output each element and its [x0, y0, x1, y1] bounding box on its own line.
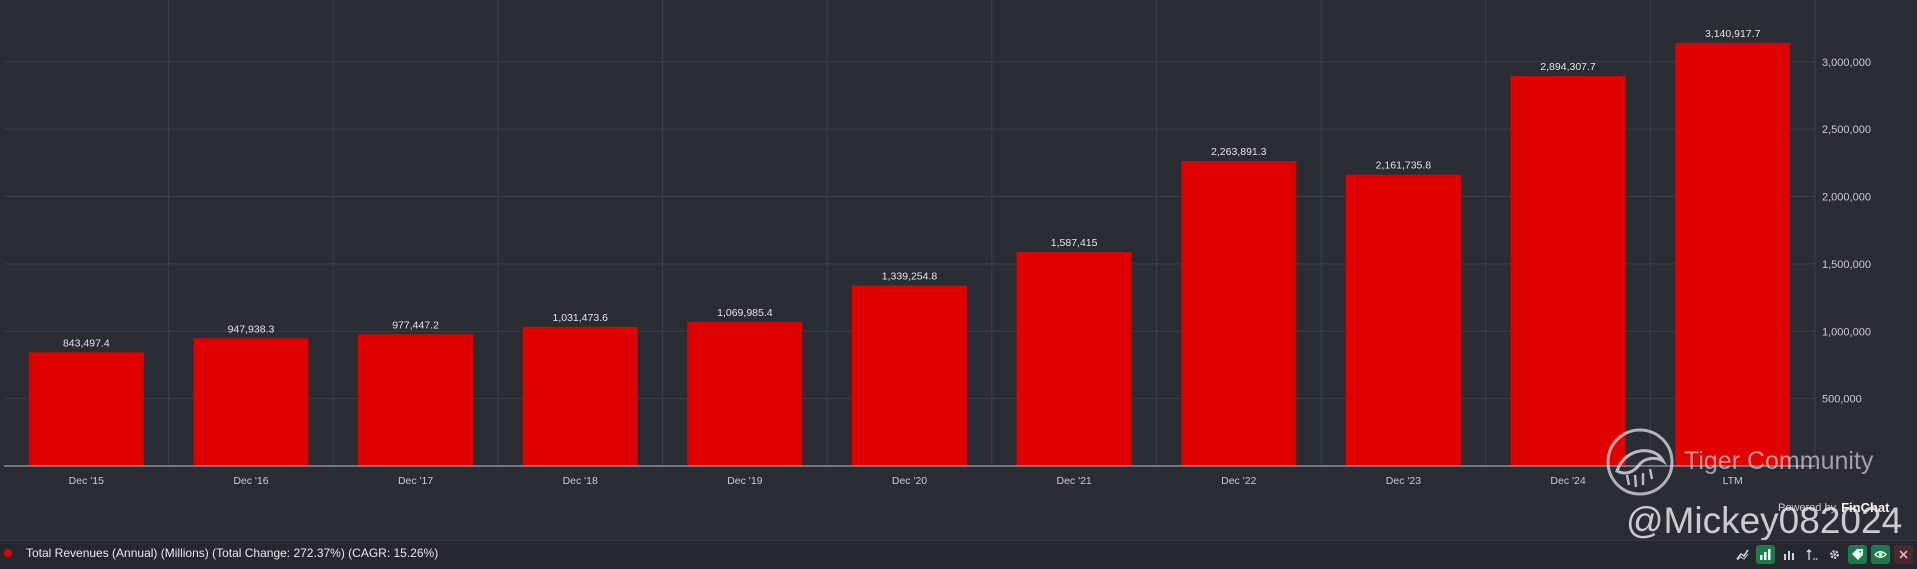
y-tick-label: 2,500,000 — [1822, 124, 1871, 136]
sort-icon[interactable] — [1802, 545, 1821, 564]
legend-dot-icon — [4, 549, 12, 557]
data-label: 1,069,985.4 — [717, 307, 773, 319]
watermark-handle: @Mickey082024 — [1626, 500, 1903, 541]
finchat-brand: FinChat — [1841, 500, 1890, 515]
x-tick-label: Dec '16 — [233, 475, 268, 487]
y-tick-label: 3,000,000 — [1822, 57, 1871, 69]
chart-footer: Total Revenues (Annual) (Millions) (Tota… — [0, 540, 1917, 569]
tag-icon[interactable] — [1848, 545, 1867, 564]
bar[interactable] — [1510, 75, 1626, 466]
x-axis-ticks: Dec '15 Dec '16 Dec '17 Dec '18 Dec '19 Dec '… — [69, 475, 1743, 487]
bar[interactable] — [1675, 42, 1791, 466]
x-tick-label: Dec '22 — [1221, 475, 1256, 487]
x-tick-label: Dec '23 — [1386, 475, 1421, 487]
bar-chart-icon[interactable] — [1756, 545, 1775, 564]
line-chart-icon[interactable] — [1733, 545, 1752, 564]
legend-label: Total Revenues (Annual) (Millions) (Tota… — [26, 546, 439, 560]
chart-toolbar — [1733, 545, 1913, 564]
x-tick-label: Dec '20 — [892, 475, 927, 487]
x-tick-label: Dec '17 — [398, 475, 433, 487]
eye-icon[interactable] — [1871, 545, 1890, 564]
bar[interactable] — [1016, 252, 1132, 466]
bar[interactable] — [28, 352, 144, 466]
x-tick-label: Dec '19 — [727, 475, 762, 487]
y-tick-label: 500,000 — [1822, 394, 1862, 406]
bars — [28, 42, 1791, 466]
bar[interactable] — [522, 327, 638, 466]
bar[interactable] — [1345, 174, 1461, 466]
data-label: 2,161,735.8 — [1376, 160, 1432, 172]
data-label: 843,497.4 — [63, 337, 110, 349]
grid-lines — [4, 0, 1816, 466]
powered-by: Powered by FinChat — [1778, 500, 1889, 515]
bar[interactable] — [687, 321, 803, 466]
y-tick-label: 1,500,000 — [1822, 259, 1871, 271]
y-axis-ticks: 500,000 1,000,000 1,500,000 2,000,000 2,500,… — [1822, 57, 1871, 406]
powered-by-label: Powered by — [1778, 501, 1837, 514]
x-tick-label: Dec '15 — [69, 475, 104, 487]
x-tick-label: Dec '18 — [563, 475, 598, 487]
data-label: 2,263,891.3 — [1211, 146, 1267, 158]
data-label: 3,140,917.7 — [1705, 28, 1761, 40]
y-tick-label: 1,000,000 — [1822, 326, 1871, 338]
bar[interactable] — [852, 285, 967, 466]
tiger-logo-icon — [1606, 428, 1674, 496]
bar-chart-small-icon[interactable] — [1779, 545, 1798, 564]
close-icon[interactable] — [1894, 545, 1913, 564]
watermark-community: Tiger Community — [1684, 447, 1874, 475]
x-tick-label: LTM — [1723, 475, 1743, 487]
legend[interactable]: Total Revenues (Annual) (Millions) (Tota… — [4, 546, 438, 560]
gear-icon[interactable] — [1825, 545, 1844, 564]
x-tick-label: Dec '24 — [1550, 475, 1585, 487]
revenue-bar-chart: 843,497.4 947,938.3 977,447.2 1,031,473.6 1,… — [4, 0, 1871, 487]
data-label: 1,339,254.8 — [882, 271, 938, 283]
data-label: 2,894,307.7 — [1540, 61, 1596, 73]
x-tick-label: Dec '21 — [1056, 475, 1091, 487]
data-label: 1,031,473.6 — [552, 312, 608, 324]
data-labels: 843,497.4 947,938.3 977,447.2 1,031,473.6 1,… — [63, 28, 1761, 350]
data-label: 947,938.3 — [228, 323, 275, 335]
y-tick-label: 2,000,000 — [1822, 192, 1871, 204]
bar[interactable] — [1181, 160, 1297, 466]
data-label: 977,447.2 — [392, 319, 439, 331]
data-label: 1,587,415 — [1051, 237, 1098, 249]
bar[interactable] — [193, 338, 309, 466]
bar[interactable] — [358, 334, 474, 466]
